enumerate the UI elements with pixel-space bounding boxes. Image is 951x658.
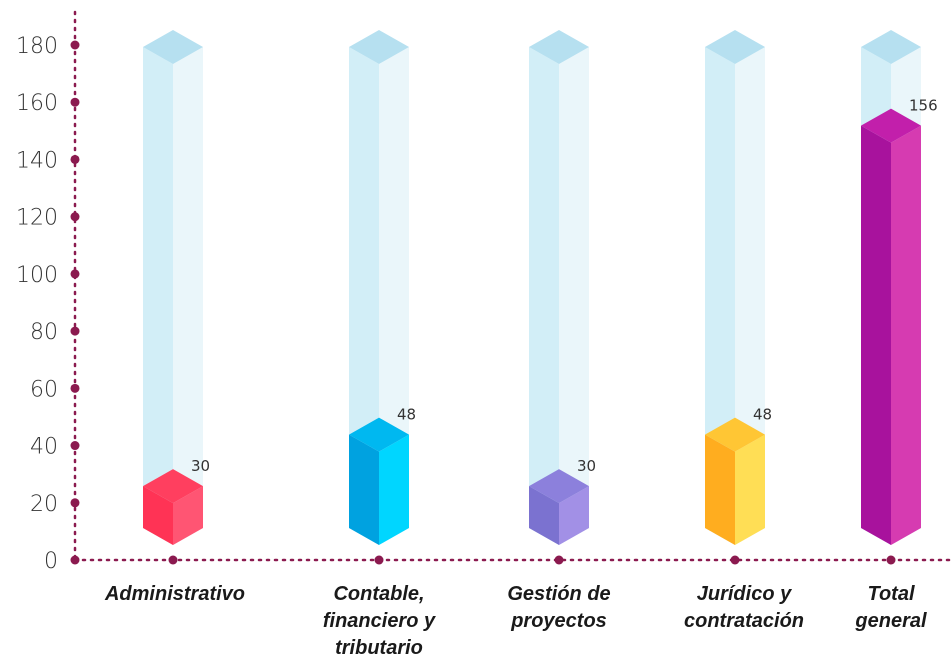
labels: 30 48 30 48 156 Administrativo Contable, financ… bbox=[104, 97, 938, 658]
x-tick-dot bbox=[730, 555, 740, 565]
y-tick-dot bbox=[70, 40, 80, 50]
bar bbox=[529, 469, 589, 545]
y-tick-dot bbox=[70, 441, 80, 451]
bar-top bbox=[861, 108, 921, 143]
data-label: 30 bbox=[577, 457, 596, 475]
bar-top bbox=[705, 417, 765, 452]
ghost-top bbox=[861, 30, 921, 64]
bar-front bbox=[349, 434, 379, 545]
bar-side bbox=[559, 486, 589, 545]
x-tick-dot bbox=[168, 555, 178, 565]
bar bbox=[705, 417, 765, 545]
ghost-side bbox=[173, 47, 203, 545]
bar-top bbox=[529, 469, 589, 504]
ghost-top bbox=[143, 30, 203, 64]
y-tick-dot bbox=[70, 154, 80, 164]
data-label: 30 bbox=[191, 457, 210, 475]
x-tick-label: general bbox=[854, 610, 927, 632]
y-tick-dot bbox=[70, 383, 80, 393]
y-tick-label: 0 bbox=[44, 549, 58, 574]
bar bbox=[349, 417, 409, 545]
bar bbox=[861, 108, 921, 546]
x-tick-dot bbox=[554, 555, 564, 565]
data-label: 48 bbox=[397, 406, 416, 424]
x-tick-label: Gestión de bbox=[507, 583, 610, 605]
ghost-front bbox=[143, 47, 173, 545]
bar-side bbox=[735, 434, 765, 545]
bar-top bbox=[349, 417, 409, 452]
ghost-column bbox=[529, 30, 589, 545]
axes: 0 20 40 60 80 100 120 140 160 180 bbox=[16, 10, 951, 574]
ghost-top bbox=[349, 30, 409, 64]
ghost-front bbox=[705, 47, 735, 545]
ghost-column bbox=[705, 30, 765, 545]
y-tick-label: 140 bbox=[16, 148, 58, 173]
ghost-side bbox=[735, 47, 765, 545]
y-tick-dot bbox=[70, 97, 80, 107]
bar-front bbox=[705, 434, 735, 545]
y-tick-label: 180 bbox=[16, 34, 58, 59]
x-tick-label: proyectos bbox=[510, 610, 607, 632]
y-tick-dot bbox=[70, 326, 80, 336]
ghost-front bbox=[349, 47, 379, 545]
ghost-column bbox=[143, 30, 203, 545]
bar bbox=[143, 469, 203, 545]
x-tick-label: financiero y bbox=[323, 610, 436, 632]
bars bbox=[143, 108, 921, 546]
ghost-side bbox=[559, 47, 589, 545]
y-tick-label: 80 bbox=[30, 320, 58, 345]
ghost-side bbox=[379, 47, 409, 545]
y-tick-label: 60 bbox=[30, 377, 58, 402]
ghost-front bbox=[529, 47, 559, 545]
y-tick-label: 20 bbox=[30, 492, 58, 517]
ghost-top bbox=[705, 30, 765, 64]
y-tick-dot bbox=[70, 212, 80, 222]
y-tick-label: 120 bbox=[16, 206, 58, 231]
x-tick-label: tributario bbox=[335, 637, 423, 658]
ghost-column bbox=[349, 30, 409, 545]
data-label: 156 bbox=[909, 97, 938, 115]
bar-front bbox=[143, 486, 173, 545]
x-tick-label: Contable, bbox=[333, 583, 424, 605]
y-tick-dot bbox=[70, 498, 80, 508]
y-tick-dot bbox=[70, 269, 80, 279]
data-label: 48 bbox=[753, 406, 772, 424]
x-tick-label: Total bbox=[867, 583, 914, 605]
ghost-columns bbox=[143, 30, 921, 545]
bar-side bbox=[379, 434, 409, 545]
x-tick-dot bbox=[374, 555, 384, 565]
bar-side bbox=[173, 486, 203, 545]
bar-side bbox=[891, 125, 921, 546]
x-tick-label: Administrativo bbox=[104, 583, 245, 605]
x-tick-label: Jurídico y bbox=[697, 583, 792, 605]
ghost-top bbox=[529, 30, 589, 64]
x-tick-dot bbox=[886, 555, 896, 565]
bar-front bbox=[861, 125, 891, 546]
y-tick-dot bbox=[70, 555, 80, 565]
x-tick-label: contratación bbox=[684, 610, 804, 632]
y-tick-label: 160 bbox=[16, 91, 58, 116]
bar-front bbox=[529, 486, 559, 545]
bar-top bbox=[143, 469, 203, 504]
y-tick-label: 40 bbox=[30, 435, 58, 460]
y-tick-label: 100 bbox=[16, 263, 58, 288]
